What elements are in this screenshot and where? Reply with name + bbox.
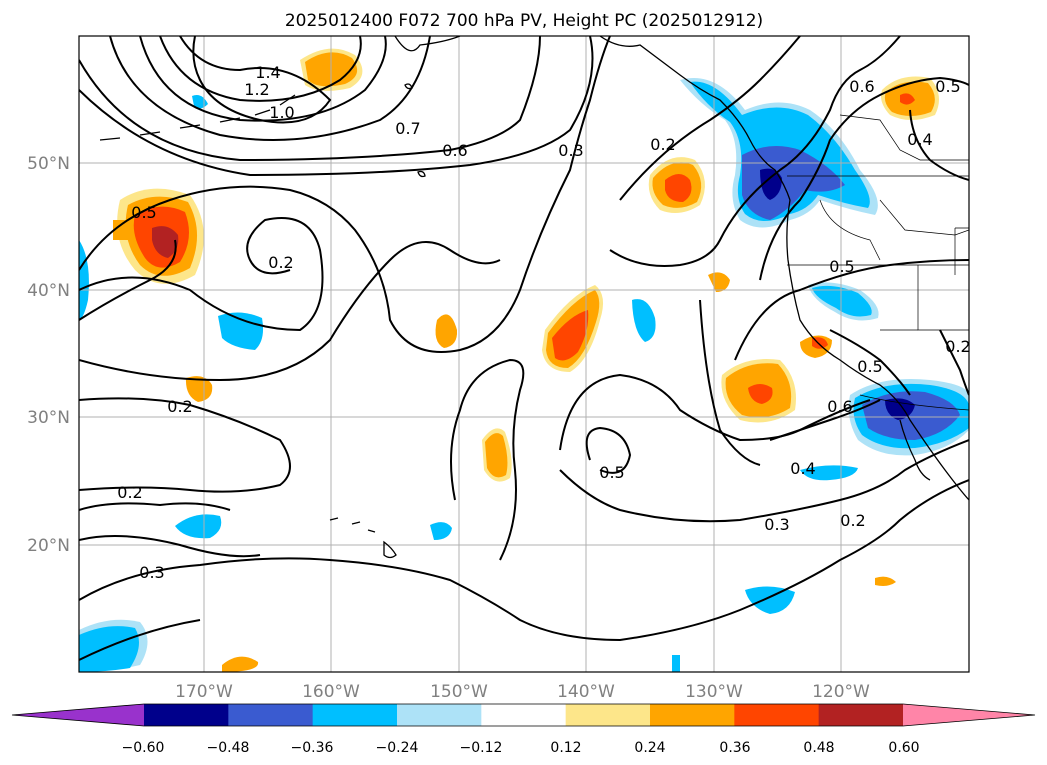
contour-label: 0.2 bbox=[945, 337, 970, 356]
lat-label: 30°N bbox=[27, 408, 70, 428]
map-title: 2025012400 F072 700 hPa PV, Height PC (2… bbox=[285, 11, 763, 31]
contour-label: 0.4 bbox=[907, 130, 932, 149]
map-panel: 1.4 1.2 1.0 0.7 0.6 0.3 0.2 0.6 0.5 0.4 … bbox=[78, 35, 970, 673]
lat-label: 40°N bbox=[27, 281, 70, 301]
colorbar-segment bbox=[397, 704, 482, 726]
contour-labels: 1.4 1.2 1.0 0.7 0.6 0.3 0.2 0.6 0.5 0.4 … bbox=[117, 63, 970, 582]
contour-label: 0.5 bbox=[935, 77, 960, 96]
contour-label: 0.6 bbox=[442, 141, 467, 160]
contour-label: 0.2 bbox=[840, 511, 865, 530]
contour-label: 0.3 bbox=[764, 515, 789, 534]
contour-label: 1.4 bbox=[255, 63, 280, 82]
contour-label: 0.2 bbox=[117, 483, 142, 502]
contour-label: 0.3 bbox=[558, 141, 583, 160]
contour-label: 0.2 bbox=[650, 135, 675, 154]
lat-label: 50°N bbox=[27, 154, 70, 174]
colorbar-segment bbox=[228, 704, 314, 726]
contour-label: 0.4 bbox=[790, 459, 815, 478]
lon-label: 160°W bbox=[302, 682, 360, 702]
colorbar-segment bbox=[734, 704, 820, 726]
lon-label: 120°W bbox=[812, 682, 870, 702]
colorbar-segments bbox=[11, 703, 1036, 727]
map-frame bbox=[78, 35, 970, 673]
colorbar-tick-label: 0.12 bbox=[550, 740, 581, 756]
colorbar-segment bbox=[565, 704, 651, 726]
contour-label: 0.5 bbox=[131, 203, 156, 222]
colorbar-extend-high bbox=[903, 704, 1035, 726]
colorbar-segment bbox=[650, 704, 735, 726]
contour-label: 0.2 bbox=[268, 253, 293, 272]
latitude-labels: 50°N 40°N 30°N 20°N bbox=[27, 154, 70, 556]
colorbar-outline bbox=[11, 703, 1036, 727]
colorbar: −0.60 −0.48 −0.36 −0.24 −0.12 0.12 0.24 … bbox=[11, 703, 1036, 756]
colorbar-tick-label: −0.12 bbox=[460, 740, 503, 756]
contour-label: 1.2 bbox=[244, 80, 269, 99]
colorbar-tick-label: 0.24 bbox=[634, 740, 665, 756]
colorbar-segment bbox=[144, 704, 229, 726]
colorbar-segment bbox=[818, 704, 904, 726]
colorbar-tick-label: −0.24 bbox=[376, 740, 419, 756]
lon-label: 170°W bbox=[175, 682, 233, 702]
contour-label: 0.5 bbox=[857, 357, 882, 376]
contour-label: 0.6 bbox=[827, 397, 852, 416]
colorbar-segment bbox=[312, 704, 398, 726]
colorbar-tick-label: 0.48 bbox=[803, 740, 834, 756]
colorbar-tick-label: 0.36 bbox=[719, 740, 750, 756]
contour-label: 0.5 bbox=[829, 257, 854, 276]
colorbar-tick-label: −0.48 bbox=[207, 740, 250, 756]
colorbar-segment bbox=[481, 704, 567, 726]
lon-label: 130°W bbox=[685, 682, 743, 702]
colorbar-tick-label: 0.60 bbox=[888, 740, 919, 756]
colorbar-tick-label: −0.60 bbox=[122, 740, 165, 756]
lon-label: 140°W bbox=[557, 682, 615, 702]
colorbar-tick-labels: −0.60 −0.48 −0.36 −0.24 −0.12 0.12 0.24 … bbox=[122, 740, 920, 756]
contour-label: 0.7 bbox=[395, 119, 420, 138]
contour-label: 0.2 bbox=[167, 397, 192, 416]
contour-label: 1.0 bbox=[269, 103, 294, 122]
longitude-labels: 170°W 160°W 150°W 140°W 130°W 120°W bbox=[175, 682, 870, 702]
lon-label: 150°W bbox=[430, 682, 488, 702]
height-contours bbox=[79, 36, 969, 661]
lat-label: 20°N bbox=[27, 536, 70, 556]
colorbar-tick-label: −0.36 bbox=[291, 740, 334, 756]
contour-label: 0.3 bbox=[139, 563, 164, 582]
contour-label: 0.5 bbox=[599, 463, 624, 482]
colorbar-extend-low bbox=[12, 704, 144, 726]
political-borders bbox=[787, 114, 969, 411]
contour-label: 0.6 bbox=[849, 77, 874, 96]
